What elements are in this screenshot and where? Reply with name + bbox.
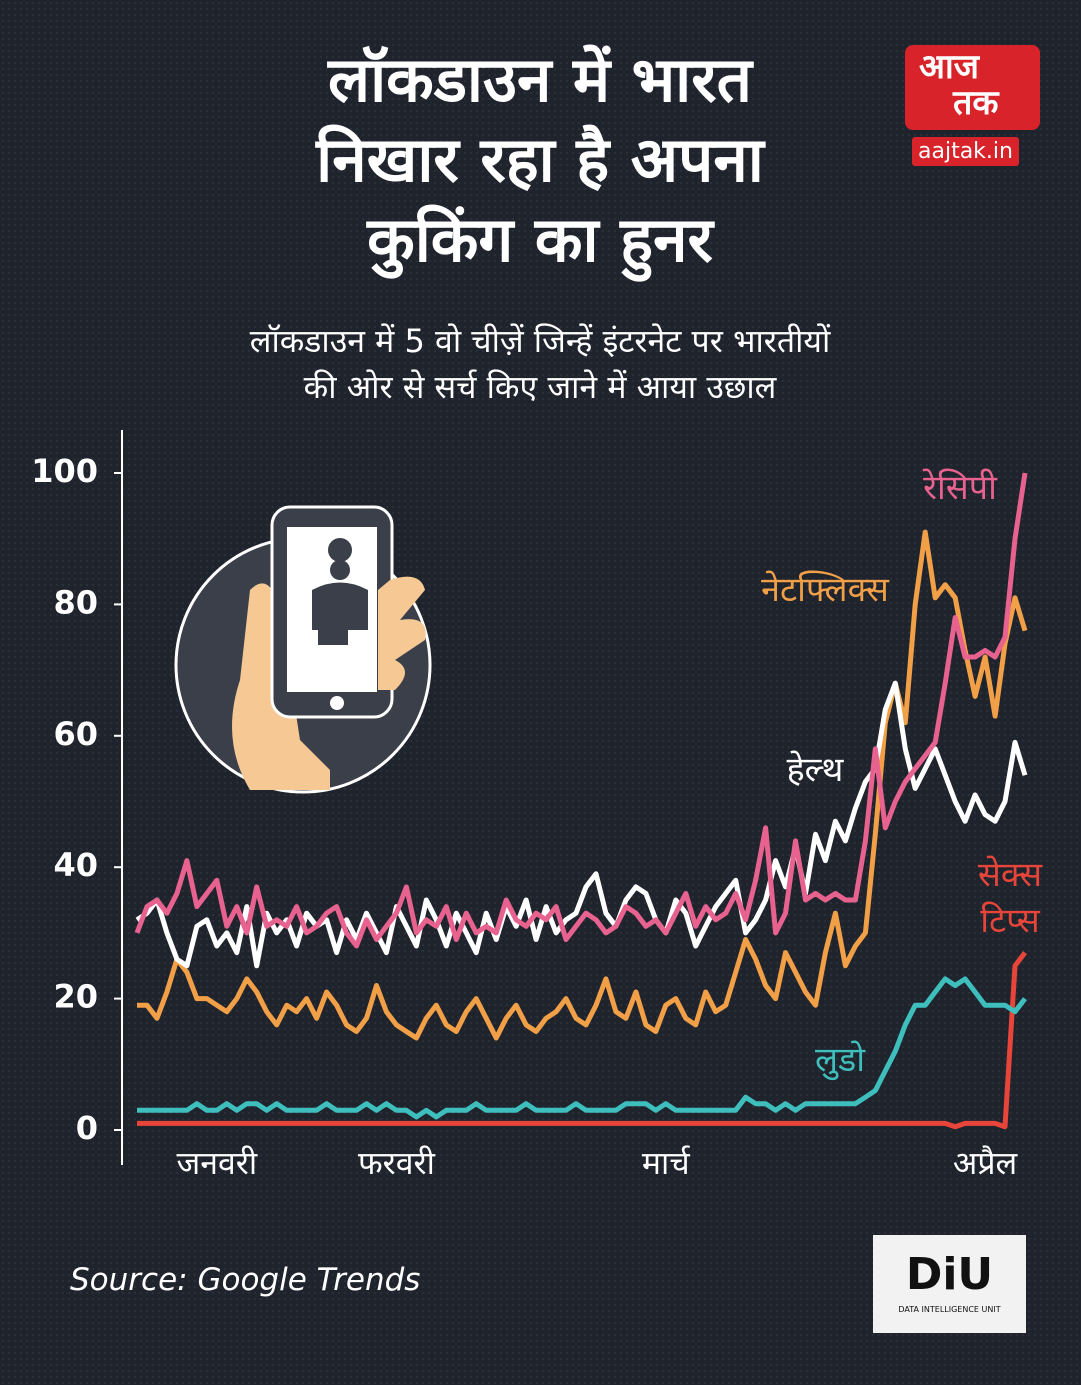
badge-name: DiU: [905, 1249, 994, 1300]
x-tick-label: मार्च: [642, 1144, 691, 1182]
y-tick-label: 40: [53, 846, 98, 884]
subtitle-line: लॉकडाउन में 5 वो चीज़ें जिन्हें इंटरनेट …: [249, 322, 831, 360]
source: Source: Google Trends: [70, 1262, 421, 1298]
y-tick-label: 60: [53, 715, 98, 753]
x-tick-label: अप्रैल: [953, 1144, 1019, 1182]
subtitle-line: की ओर से सर्च किए जाने में आया उछाल: [303, 368, 777, 406]
series-label: हेल्थ: [786, 750, 844, 790]
x-tick-label: फरवरी: [358, 1144, 436, 1182]
x-tick-label: जनवरी: [176, 1144, 257, 1182]
series-line: [137, 951, 1027, 1130]
title-line: निखार रहा है अपना: [316, 123, 764, 196]
series-line: [137, 529, 1028, 1041]
y-tick-label: 100: [31, 452, 98, 490]
y-tick-label: 20: [53, 978, 98, 1016]
title: लॉकडाउन में भारत निखार रहा है अपना कुकिं…: [140, 40, 940, 280]
logo-text: आज: [919, 47, 979, 87]
logo-text: तक: [953, 83, 999, 123]
illustration: [174, 505, 432, 794]
series-label: सेक्स टिप्स: [977, 855, 1043, 941]
logo-site: aajtak.in: [912, 137, 1019, 166]
y-tick-label: 0: [76, 1109, 98, 1147]
series-line: [134, 472, 1028, 949]
badge: DiU DATA INTELLIGENCE UNIT: [873, 1235, 1026, 1333]
series-line: [137, 976, 1027, 1120]
title-line: लॉकडाउन में भारत: [328, 43, 752, 116]
series-label: नेटफ्लिक्स: [761, 570, 889, 610]
badge-caption: DATA INTELLIGENCE UNIT: [898, 1305, 1001, 1314]
series-label: रेसिपी: [923, 468, 997, 508]
series-label: लुडो: [814, 1040, 866, 1080]
y-tick-label: 80: [53, 583, 98, 621]
title-line: कुकिंग का हुनर: [367, 203, 713, 276]
logo: आज तक: [905, 45, 1040, 130]
subtitle: लॉकडाउन में 5 वो चीज़ें जिन्हें इंटरनेट …: [80, 318, 1000, 410]
